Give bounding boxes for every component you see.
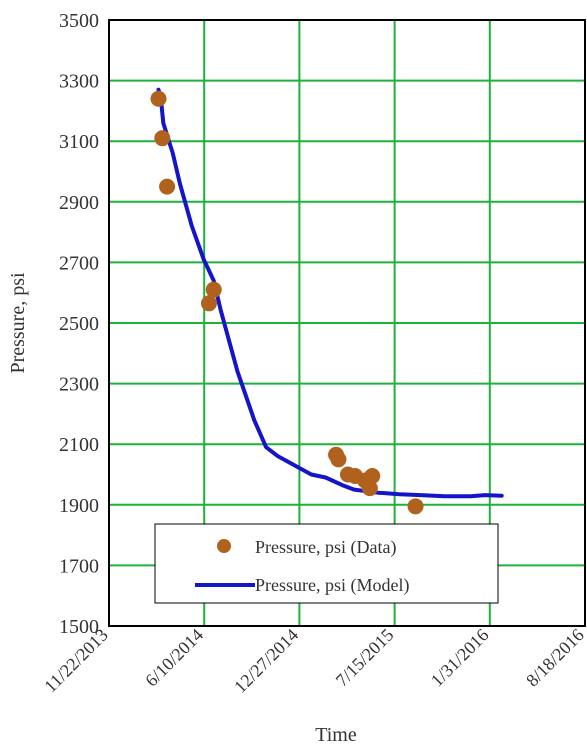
data-point bbox=[205, 281, 222, 298]
y-tick-label: 3100 bbox=[59, 131, 99, 153]
y-tick-label: 3500 bbox=[59, 10, 99, 32]
y-tick-label: 1700 bbox=[59, 555, 99, 577]
data-point bbox=[154, 130, 171, 147]
y-tick-label: 2300 bbox=[59, 374, 99, 396]
data-point bbox=[361, 480, 378, 497]
y-tick-label: 2900 bbox=[59, 192, 99, 214]
legend-label-model: Pressure, psi (Model) bbox=[255, 575, 409, 596]
plot-frame bbox=[108, 19, 586, 627]
x-tick-label: 1/31/2016 bbox=[427, 625, 493, 691]
legend-label-data: Pressure, psi (Data) bbox=[255, 537, 396, 558]
x-tick-label: 7/15/2015 bbox=[332, 625, 398, 691]
legend-box bbox=[154, 523, 499, 604]
x-axis-title: Time bbox=[315, 724, 357, 746]
y-tick-label: 3300 bbox=[59, 71, 99, 93]
x-tick-label: 6/10/2014 bbox=[141, 625, 207, 691]
y-tick-label: 2700 bbox=[59, 252, 99, 274]
x-tick-label: 8/18/2016 bbox=[522, 625, 587, 691]
y-tick-label: 2500 bbox=[59, 313, 99, 335]
data-point bbox=[407, 498, 424, 515]
data-point bbox=[150, 90, 167, 107]
legend: Pressure, psi (Data) Pressure, psi (Mode… bbox=[154, 523, 499, 604]
data-point bbox=[364, 468, 381, 485]
data-point bbox=[330, 451, 347, 468]
y-tick-label: 1900 bbox=[59, 495, 99, 517]
x-tick-label: 12/27/2014 bbox=[230, 625, 302, 697]
y-tick-label: 2100 bbox=[59, 434, 99, 456]
plot-layer bbox=[150, 87, 504, 515]
y-axis-title: Pressure, psi bbox=[7, 272, 29, 374]
data-point bbox=[159, 178, 176, 195]
legend-marker-data bbox=[217, 539, 231, 553]
model-line bbox=[156, 87, 504, 499]
y-tick-label: 1500 bbox=[59, 616, 99, 638]
data-point bbox=[200, 295, 217, 312]
